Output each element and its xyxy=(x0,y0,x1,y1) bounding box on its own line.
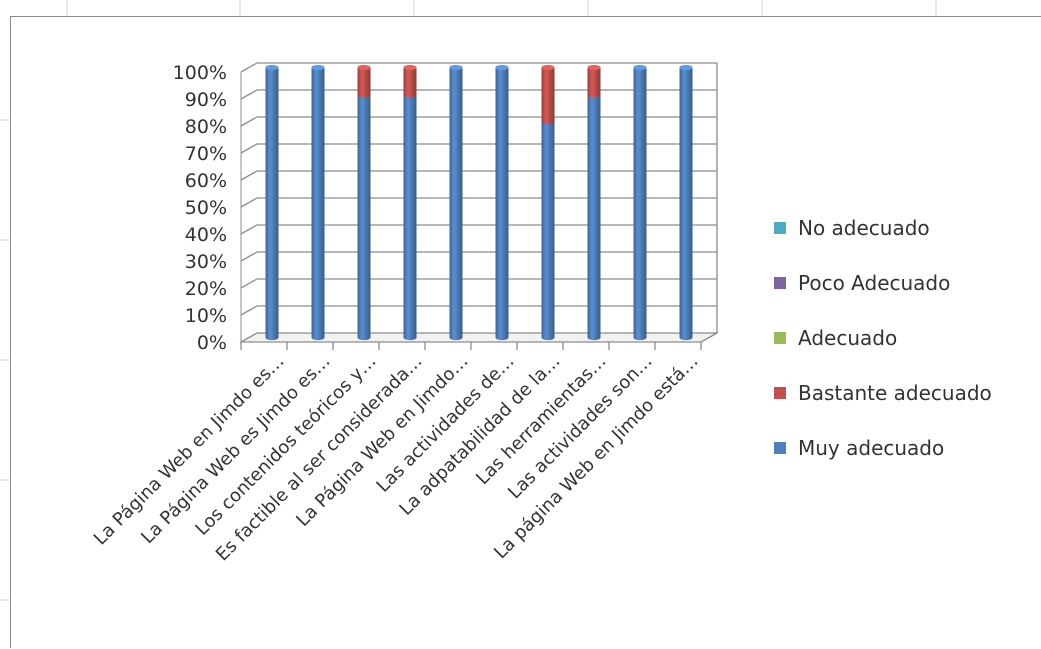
legend-entry[interactable]: Adecuado xyxy=(798,326,897,350)
gridline xyxy=(240,305,717,316)
legend-swatch xyxy=(774,332,786,344)
bar-segment-muy-adecuado[interactable] xyxy=(357,94,371,341)
bar-segment-bastante-adecuado[interactable] xyxy=(357,67,371,98)
y-tick-label: 0% xyxy=(197,332,227,354)
y-tick-label: 50% xyxy=(185,197,227,219)
y-tick-label: 10% xyxy=(185,305,227,327)
y-tick-label: 20% xyxy=(185,278,227,300)
bar-segment-muy-adecuado[interactable] xyxy=(633,67,647,341)
bar-segment-muy-adecuado[interactable] xyxy=(679,67,693,341)
bar-segment-muy-adecuado[interactable] xyxy=(449,67,463,341)
bar-segment-muy-adecuado[interactable] xyxy=(587,94,601,341)
y-tick-label: 40% xyxy=(185,224,227,246)
gridline xyxy=(240,116,717,127)
y-tick-label: 60% xyxy=(185,170,227,192)
bar-segment-bastante-adecuado[interactable] xyxy=(403,67,417,98)
y-tick-label: 30% xyxy=(185,251,227,273)
gridline xyxy=(240,143,717,154)
bar-top-cap xyxy=(679,64,693,71)
bar-top-cap xyxy=(403,64,417,71)
bar-segment-muy-adecuado[interactable] xyxy=(403,94,417,341)
y-tick-label: 80% xyxy=(185,116,227,138)
legend-entry[interactable]: Poco Adecuado xyxy=(798,271,950,295)
legend-entry[interactable]: No adecuado xyxy=(798,216,930,240)
legend-swatch xyxy=(774,277,786,289)
bar-top-cap xyxy=(449,64,463,71)
gridline xyxy=(240,197,717,208)
y-tick-label: 90% xyxy=(185,89,227,111)
bar-top-cap xyxy=(357,64,371,71)
bar-segment-muy-adecuado[interactable] xyxy=(265,67,279,341)
bar-top-cap xyxy=(633,64,647,71)
bar-segment-bastante-adecuado[interactable] xyxy=(587,67,601,98)
gridline xyxy=(240,278,717,289)
bar-top-cap xyxy=(311,64,325,71)
bar-segment-muy-adecuado[interactable] xyxy=(495,67,509,341)
gridline xyxy=(240,89,717,100)
gridline xyxy=(240,224,717,235)
y-tick-label: 100% xyxy=(173,62,227,84)
gridline xyxy=(240,332,717,343)
legend-entry[interactable]: Muy adecuado xyxy=(798,436,944,460)
legend-swatch xyxy=(774,387,786,399)
legend-swatch xyxy=(774,222,786,234)
x-axis-depth-line xyxy=(700,332,718,343)
bar-segment-muy-adecuado[interactable] xyxy=(541,121,555,341)
legend-swatch xyxy=(774,442,786,454)
y-tick-label: 70% xyxy=(185,143,227,165)
gridline xyxy=(240,62,717,73)
chart-area[interactable]: 0% 10% 20% 30% 40% 50% 60% 70% 80% 90% 100% La Pági… xyxy=(10,16,1041,648)
bar-top-cap xyxy=(541,64,555,71)
bar-segment-bastante-adecuado[interactable] xyxy=(541,67,555,125)
stacked-bar-chart: 0%10%20%30%40%50%60%70%80%90%100%La Pági… xyxy=(90,62,992,565)
bar-segment-muy-adecuado[interactable] xyxy=(311,67,325,341)
bar-top-cap xyxy=(265,64,279,71)
gridline xyxy=(240,251,717,262)
bar-top-cap xyxy=(587,64,601,71)
bar-top-cap xyxy=(495,64,509,71)
legend-entry[interactable]: Bastante adecuado xyxy=(798,381,992,405)
gridline xyxy=(240,170,717,181)
x-category-label: Los contenidos teóricos y… xyxy=(191,351,380,540)
